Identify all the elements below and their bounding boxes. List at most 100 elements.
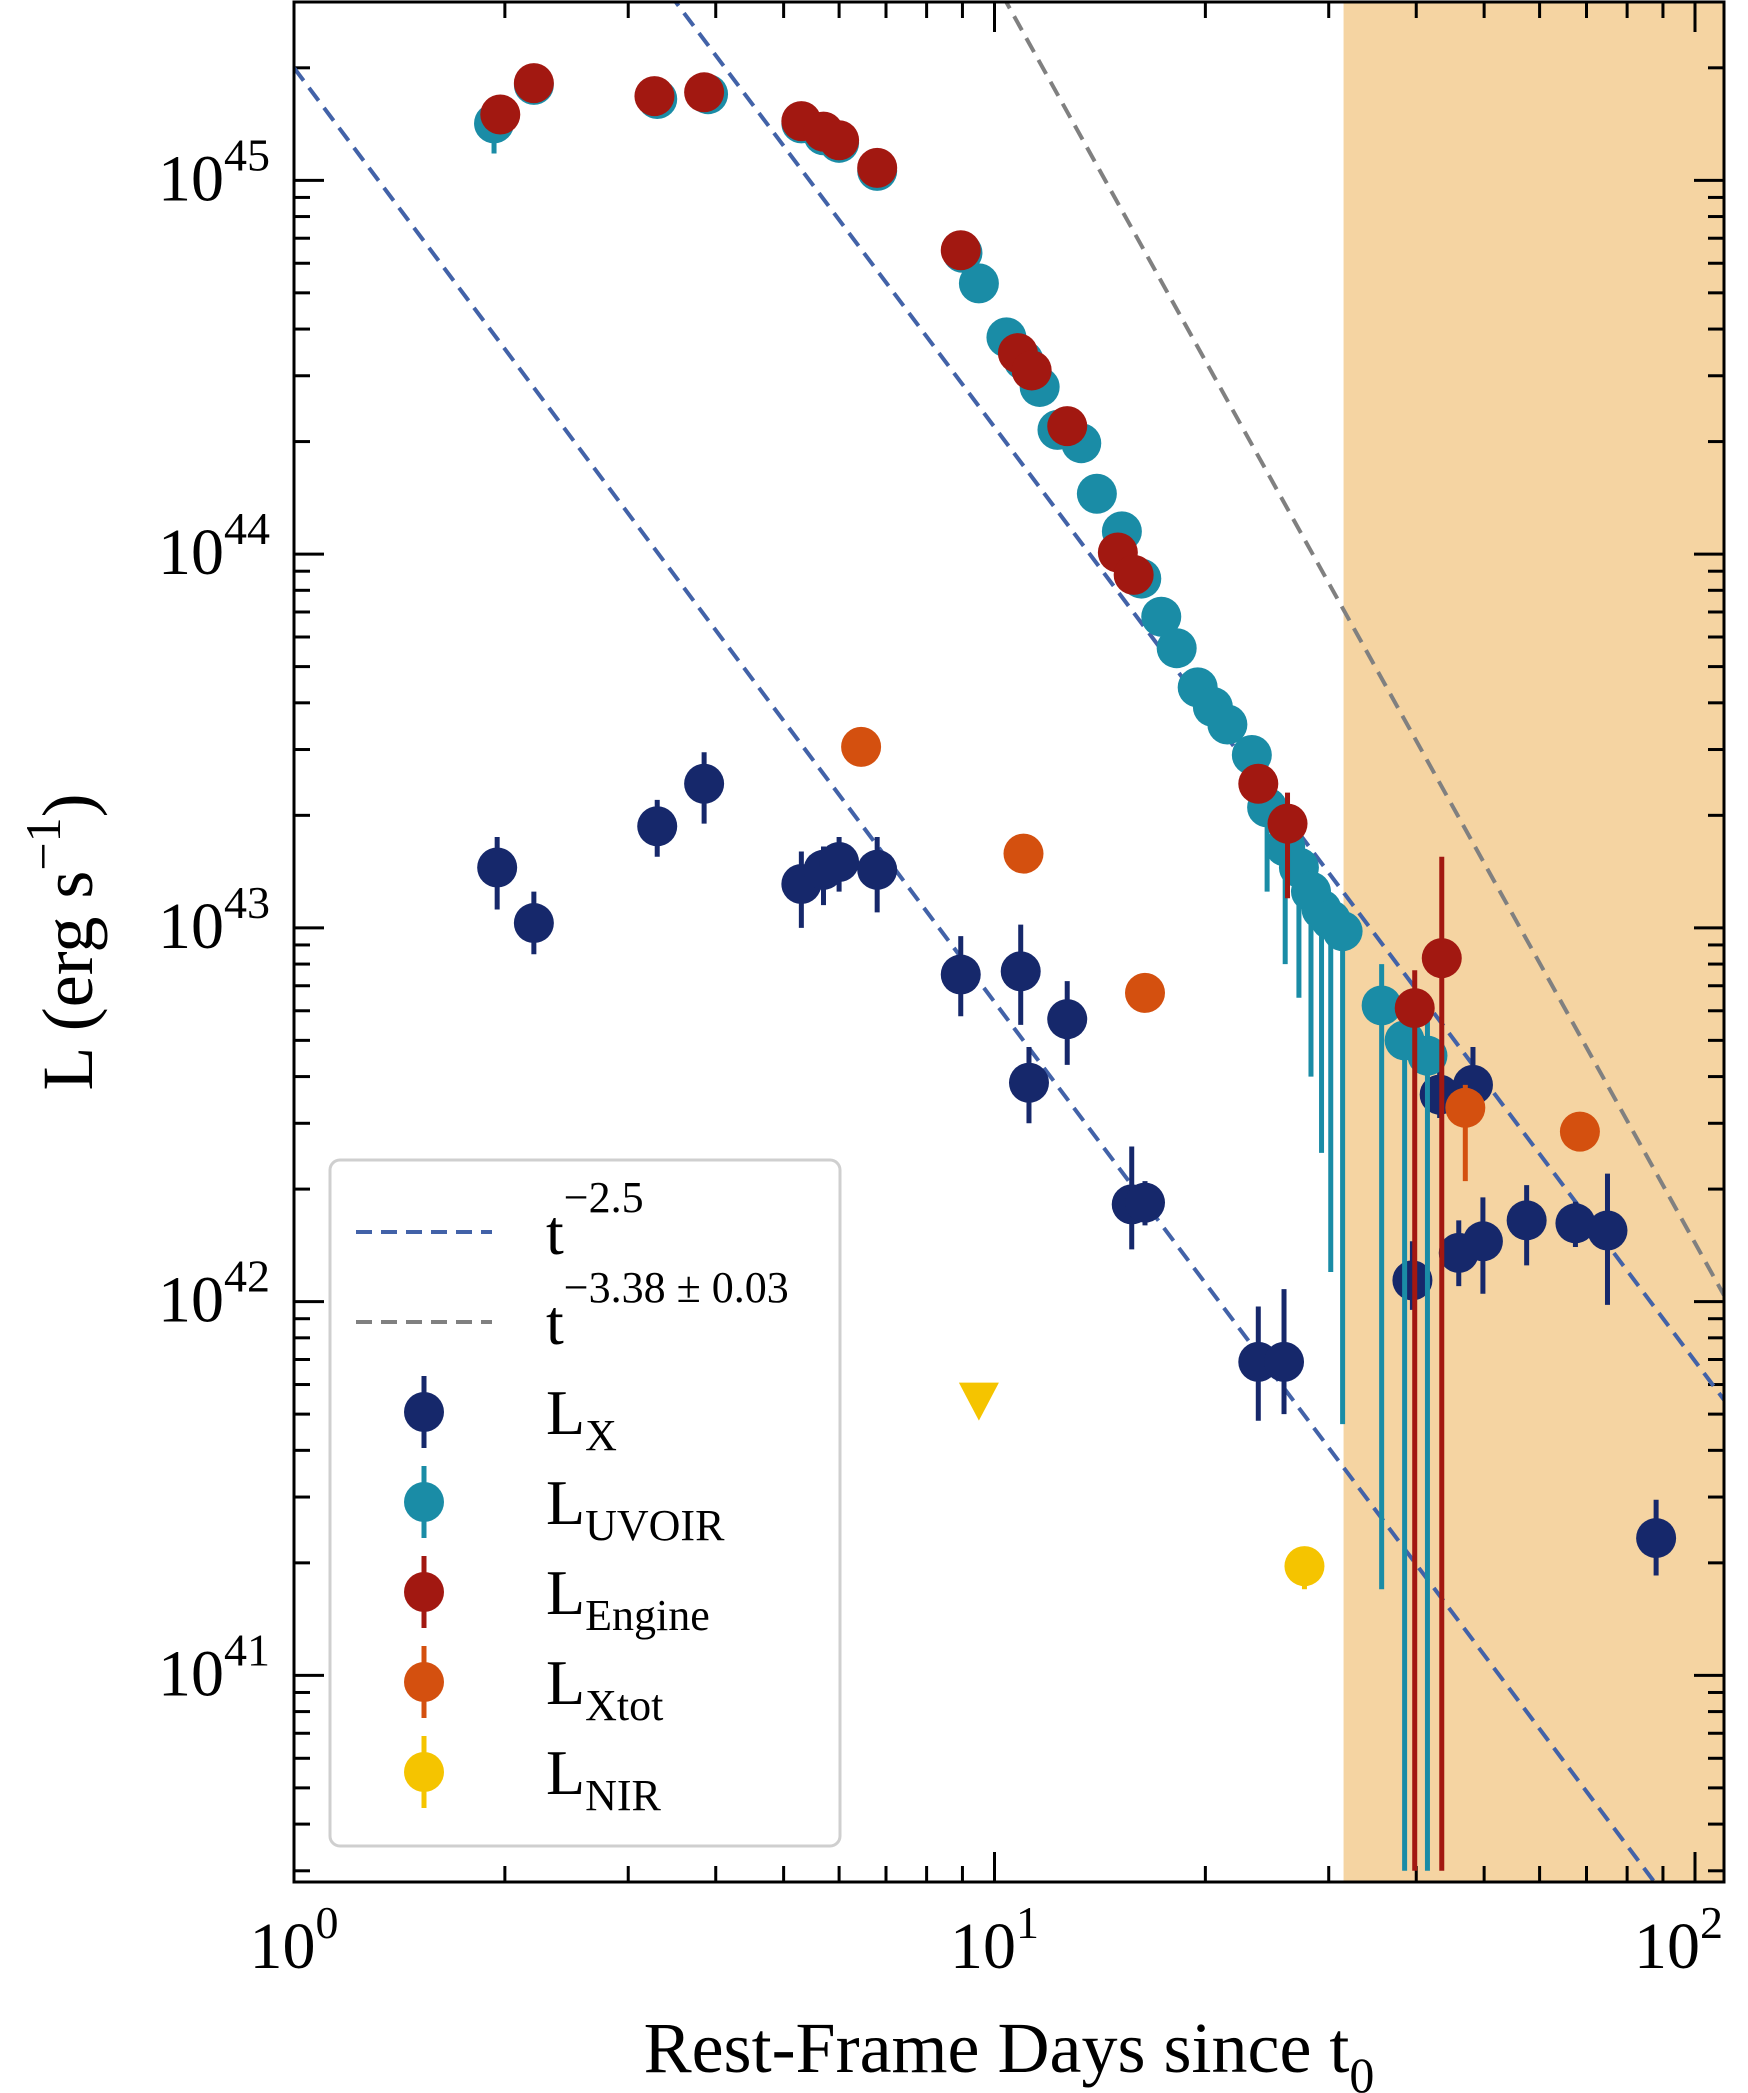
y-tick-label-exp: 42 bbox=[224, 1251, 270, 1302]
legend-entry: LX bbox=[404, 1376, 617, 1460]
legend-label-sub: NIR bbox=[585, 1771, 661, 1820]
legend-label: LXtot bbox=[546, 1647, 663, 1730]
x-tick-label-exp: 0 bbox=[316, 1897, 339, 1948]
data-point bbox=[513, 903, 554, 944]
legend-label-main: t bbox=[546, 1197, 564, 1268]
data-point bbox=[637, 806, 678, 847]
legend-label: LUVOIR bbox=[546, 1467, 725, 1550]
data-point bbox=[1506, 1200, 1547, 1241]
data-point bbox=[1407, 1035, 1448, 1076]
data-point bbox=[1238, 763, 1279, 804]
data-point bbox=[1394, 988, 1435, 1029]
data-point bbox=[1076, 473, 1117, 514]
legend-label-sup: −3.38 ± 0.03 bbox=[564, 1263, 789, 1312]
legend-marker-swatch bbox=[404, 1752, 444, 1792]
data-point bbox=[819, 120, 860, 161]
legend-entry: LUVOIR bbox=[404, 1466, 725, 1550]
data-point bbox=[1000, 951, 1041, 992]
legend-label: LNIR bbox=[546, 1737, 662, 1820]
data-point bbox=[1267, 803, 1308, 844]
data-point bbox=[841, 726, 882, 767]
y-axis-label-main: L (erg s bbox=[28, 871, 108, 1091]
data-point bbox=[1047, 406, 1088, 447]
data-point bbox=[1284, 1546, 1325, 1587]
y-tick-label-base: 10 bbox=[158, 1637, 224, 1710]
data-point bbox=[1003, 833, 1044, 874]
x-tick-label: 101 bbox=[950, 1897, 1039, 1983]
series-LEngine bbox=[480, 63, 1462, 1871]
x-tick-label: 100 bbox=[250, 1897, 339, 1983]
legend-label-sup: −2.5 bbox=[564, 1173, 644, 1222]
legend: t−2.5t−3.38 ± 0.03LXLUVOIRLEngineLXtotLN… bbox=[328, 1158, 842, 1848]
legend-marker-swatch bbox=[404, 1572, 444, 1612]
data-point bbox=[684, 72, 725, 113]
legend-marker-swatch bbox=[404, 1662, 444, 1702]
legend-label-sub: X bbox=[585, 1411, 617, 1460]
y-tick-label-exp: 41 bbox=[224, 1624, 270, 1675]
shaded-region bbox=[1343, 2, 1724, 1882]
legend-label: LEngine bbox=[546, 1557, 710, 1640]
y-tick-label-base: 10 bbox=[158, 890, 224, 963]
legend-marker-swatch bbox=[404, 1482, 444, 1522]
legend-label-main: L bbox=[546, 1647, 585, 1718]
data-point bbox=[1264, 1341, 1305, 1382]
legend-label: LX bbox=[546, 1377, 617, 1460]
data-points bbox=[474, 63, 1677, 1871]
y-tick-label-base: 10 bbox=[158, 142, 224, 215]
y-tick-label-exp: 43 bbox=[224, 877, 270, 928]
legend-box bbox=[328, 1158, 842, 1848]
series-LNIR bbox=[958, 1382, 1325, 1590]
data-point bbox=[1636, 1518, 1677, 1559]
power-law-line bbox=[1003, 2, 1724, 1297]
legend-entry: LXtot bbox=[404, 1646, 663, 1730]
data-point bbox=[1555, 1203, 1596, 1244]
legend-marker-swatch bbox=[404, 1392, 444, 1432]
data-point bbox=[1156, 628, 1197, 669]
data-point bbox=[1113, 554, 1154, 595]
data-point bbox=[940, 954, 981, 995]
y-tick-label-base: 10 bbox=[158, 516, 224, 589]
y-tick-label-exp: 45 bbox=[224, 129, 270, 180]
upper-limit-marker bbox=[958, 1382, 999, 1421]
y-axis-label-sup: −1 bbox=[15, 817, 71, 870]
legend-entry: LNIR bbox=[404, 1736, 662, 1820]
x-axis-label-main: Rest-Frame Days since t bbox=[644, 2008, 1350, 2088]
data-point bbox=[1361, 985, 1402, 1026]
x-tick-label-exp: 1 bbox=[1016, 1897, 1039, 1948]
legend-label-main: L bbox=[546, 1467, 585, 1538]
data-point bbox=[1141, 596, 1182, 637]
data-point bbox=[477, 847, 518, 888]
data-point bbox=[480, 94, 521, 135]
legend-label: t−2.5 bbox=[546, 1173, 644, 1268]
data-point bbox=[940, 230, 981, 271]
data-point bbox=[1559, 1111, 1600, 1152]
y-tick-label: 1043 bbox=[158, 877, 270, 963]
x-tick-label-base: 10 bbox=[250, 1910, 316, 1983]
data-point bbox=[1207, 704, 1248, 745]
legend-label: t−3.38 ± 0.03 bbox=[546, 1263, 789, 1358]
data-point bbox=[819, 842, 860, 883]
y-tick-label: 1044 bbox=[158, 503, 270, 589]
legend-label-sub: UVOIR bbox=[585, 1501, 725, 1550]
data-point bbox=[857, 849, 898, 890]
y-tick-label: 1041 bbox=[158, 1624, 270, 1710]
data-point bbox=[857, 147, 898, 188]
data-point bbox=[1322, 911, 1363, 952]
y-axis-label: L (erg s−1) bbox=[15, 793, 108, 1090]
data-point bbox=[1047, 999, 1088, 1040]
data-point bbox=[1125, 1182, 1166, 1223]
plot-frame bbox=[292, 0, 1726, 1884]
x-tick-label: 102 bbox=[1634, 1897, 1723, 1983]
legend-label-main: L bbox=[546, 1737, 585, 1808]
legend-label-sub: Xtot bbox=[585, 1681, 663, 1730]
legend-label-main: t bbox=[546, 1287, 564, 1358]
legend-label-main: L bbox=[546, 1377, 585, 1448]
data-point bbox=[1587, 1210, 1628, 1251]
legend-label-main: L bbox=[546, 1557, 585, 1628]
y-tick-label: 1045 bbox=[158, 129, 270, 215]
data-point bbox=[1008, 1062, 1049, 1103]
legend-label-sub: Engine bbox=[585, 1591, 710, 1640]
y-axis-label-close: ) bbox=[28, 793, 108, 817]
